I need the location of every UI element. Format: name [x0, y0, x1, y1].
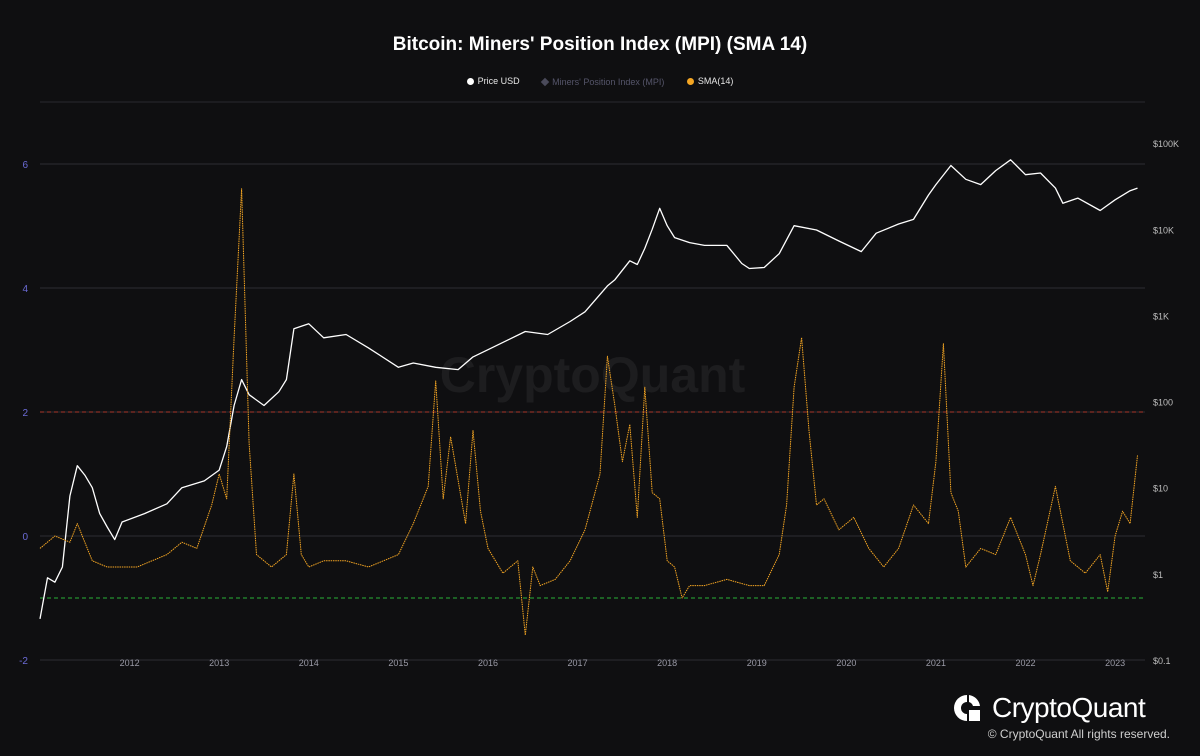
left-axis-tick-label: 0: [22, 532, 28, 543]
right-axis-tick-label: $10: [1153, 484, 1168, 494]
left-axis-tick-label: -2: [19, 656, 28, 667]
x-axis-tick-label: 2014: [299, 658, 319, 668]
brand-name: CryptoQuant: [992, 692, 1146, 723]
x-axis-tick-label: 2019: [747, 658, 767, 668]
legend-item-sma[interactable]: SMA(14): [686, 76, 734, 86]
legend-price-label: Price USD: [477, 76, 520, 86]
x-axis-tick-label: 2020: [836, 658, 856, 668]
x-axis-tick-label: 2023: [1105, 658, 1125, 668]
cryptoquant-logo-icon: [954, 695, 980, 721]
right-axis-tick-label: $1K: [1153, 311, 1169, 321]
sma-14-line: [39, 188, 1138, 636]
x-axis-tick-label: 2016: [478, 658, 498, 668]
price-usd-line: [39, 159, 1138, 620]
brand-logo: CryptoQuant: [952, 692, 1146, 724]
right-axis-tick-label: $1: [1153, 570, 1163, 580]
legend-mpi-label: Miners' Position Index (MPI): [552, 76, 665, 87]
x-axis-tick-label: 2022: [1016, 658, 1036, 668]
right-axis-tick-label: $100K: [1153, 139, 1179, 149]
legend-price-dot-icon: [466, 77, 474, 85]
legend-sma-label: SMA(14): [697, 76, 734, 86]
left-axis-tick-label: 4: [22, 284, 28, 295]
x-axis-tick-label: 2021: [926, 658, 946, 668]
right-axis-tick-label: $10K: [1153, 225, 1174, 235]
copyright-text: © CryptoQuant All rights reserved.: [987, 727, 1170, 741]
watermark-text: CryptoQuant: [440, 347, 746, 403]
x-axis-tick-label: 2015: [388, 658, 408, 668]
chart-title: Bitcoin: Miners' Position Index (MPI) (S…: [392, 34, 808, 55]
legend-item-price[interactable]: Price USD: [466, 76, 520, 86]
legend: Price USD Miners' Position Index (MPI) S…: [0, 76, 1200, 87]
right-axis-tick-label: $100: [1153, 398, 1173, 408]
x-axis-tick-label: 2018: [657, 658, 677, 668]
x-axis-tick-label: 2017: [568, 658, 588, 668]
legend-item-mpi[interactable]: Miners' Position Index (MPI): [540, 76, 665, 87]
right-axis-tick-label: $0.1: [1153, 656, 1171, 666]
x-axis-tick-label: 2012: [120, 658, 140, 668]
legend-sma-dot-icon: [686, 77, 694, 85]
left-axis-tick-label: 6: [22, 160, 28, 171]
left-axis-tick-label: 2: [22, 408, 28, 419]
x-axis-tick-label: 2013: [209, 658, 229, 668]
